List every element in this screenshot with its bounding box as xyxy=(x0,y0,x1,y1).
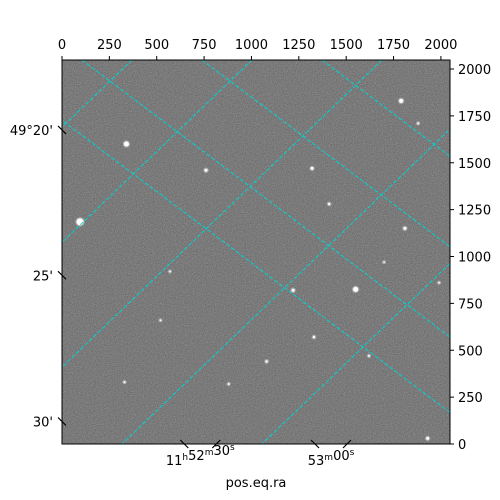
image-panel xyxy=(61,59,451,445)
x-tick-label: 250 xyxy=(97,38,122,53)
dec-tick xyxy=(57,417,67,426)
y-tick-label: 0 xyxy=(458,438,466,453)
sky-noise-texture xyxy=(62,60,450,444)
star xyxy=(265,360,268,363)
x-tick-label: 2000 xyxy=(424,38,457,53)
dec-tick-label: 30' xyxy=(33,416,53,431)
y-tick-label: 1250 xyxy=(458,204,491,219)
grid-line-dec xyxy=(62,60,383,368)
grid-line-dec xyxy=(62,60,133,128)
top-pixel-axis: 0 250 500 750 1000 1250 1500 1750 2000 xyxy=(58,38,457,60)
dec-tick-label: 25' xyxy=(33,269,53,284)
star xyxy=(310,166,314,170)
right-ascension-axis: 11h52m30s 53m00s xyxy=(166,439,355,469)
star xyxy=(123,141,129,147)
x-tick-label: 1250 xyxy=(282,38,315,53)
dec-tick-label: 49°20' xyxy=(10,124,53,139)
y-tick-label: 1500 xyxy=(458,157,491,172)
star xyxy=(327,202,331,206)
star xyxy=(204,168,208,172)
dec-tick xyxy=(57,125,67,135)
right-pixel-axis: 0 250 500 750 1000 1250 1500 1750 2000 xyxy=(450,63,491,453)
ra-tick-label: 53m00s xyxy=(308,448,355,469)
stars-layer xyxy=(75,97,442,442)
grid-line-ra xyxy=(81,60,450,338)
y-tick-label: 1750 xyxy=(458,110,491,125)
x-axis-label: pos.eq.ra xyxy=(226,476,287,491)
declination-axis: 49°20' 25' 30' xyxy=(10,124,67,431)
star xyxy=(169,270,171,273)
ra-tick xyxy=(342,439,352,449)
star xyxy=(399,98,404,103)
y-tick-label: 1000 xyxy=(458,251,491,266)
x-tick-label: 1750 xyxy=(377,38,410,53)
star xyxy=(227,383,230,385)
star xyxy=(159,319,162,322)
ra-tick xyxy=(211,439,221,449)
y-tick-label: 750 xyxy=(458,297,483,312)
x-tick-label: 500 xyxy=(144,38,169,53)
x-tick-label: 1000 xyxy=(235,38,268,53)
star xyxy=(403,226,407,230)
star xyxy=(417,122,420,125)
star xyxy=(312,335,316,339)
star xyxy=(291,288,295,292)
x-tick-label: 750 xyxy=(192,38,217,53)
grid-line-dec xyxy=(261,262,450,444)
grid-line-ra xyxy=(62,119,450,414)
dec-tick xyxy=(57,270,67,280)
star xyxy=(123,381,126,384)
ra-tick xyxy=(179,439,189,449)
star xyxy=(383,261,385,263)
ra-tick xyxy=(310,439,320,449)
star xyxy=(76,218,84,226)
grid-line-dec xyxy=(62,60,253,244)
star xyxy=(353,286,359,292)
star xyxy=(367,354,370,357)
star xyxy=(438,281,440,284)
grid-line-dec xyxy=(121,128,450,444)
ra-tick-label: 11h52m30s xyxy=(166,443,235,469)
coordinate-grid xyxy=(62,60,450,444)
star xyxy=(426,436,430,440)
y-tick-label: 250 xyxy=(458,391,483,406)
y-tick-label: 2000 xyxy=(458,63,491,78)
x-tick-label: 1500 xyxy=(330,38,363,53)
y-tick-label: 500 xyxy=(458,344,483,359)
x-tick-label: 0 xyxy=(58,38,66,53)
plot-frame xyxy=(61,59,451,445)
